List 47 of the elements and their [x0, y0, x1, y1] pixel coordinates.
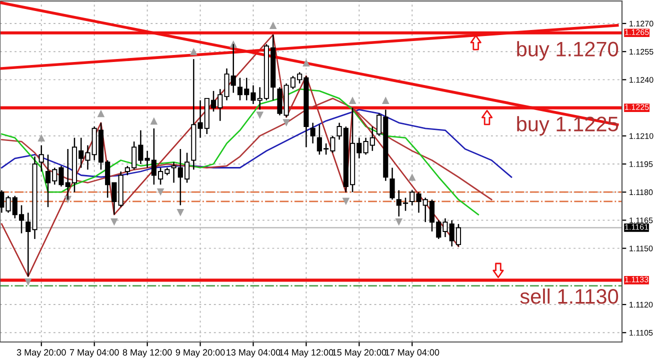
x-tick-label: 17 May 04:00 — [385, 349, 440, 358]
candlestick — [38, 144, 44, 172]
ref-line-label: 1.1161 — [625, 224, 648, 230]
point — [156, 188, 164, 196]
annotation: buy 1.1225 — [517, 116, 618, 136]
y-tick-label: 1.1150 — [630, 246, 653, 252]
y-tick-label: 1.1105 — [630, 330, 653, 336]
y-tick-label: 1.1165 — [630, 218, 653, 224]
point — [176, 209, 184, 216]
point — [342, 198, 350, 206]
point — [24, 278, 32, 286]
x-tick-label: 8 May 12:00 — [122, 349, 172, 358]
x-tick-label: 7 May 04:00 — [70, 349, 119, 358]
point — [110, 218, 118, 226]
candlestick — [310, 122, 316, 144]
point — [348, 96, 356, 104]
point — [150, 117, 158, 125]
candlestick — [390, 167, 395, 200]
point — [256, 112, 264, 119]
line-series — [0, 88, 480, 216]
point — [395, 218, 403, 226]
x-tick-label: 13 May 04:00 — [226, 349, 280, 358]
line-series — [0, 108, 512, 178]
x-tick-label: 14 May 12:00 — [280, 349, 334, 358]
x-tick-label: 3 May 20:00 — [16, 349, 66, 358]
point — [302, 59, 310, 67]
point — [408, 173, 416, 181]
ref-line-label: 1.1265 — [625, 29, 649, 36]
y-tick-label: 1.1195 — [630, 161, 653, 168]
annotation: buy 1.1270 — [517, 41, 618, 61]
x-tick-label: 15 May 20:00 — [332, 349, 386, 358]
y-tick-label: 1.1255 — [630, 48, 654, 55]
y-tick-label: 1.1120 — [630, 302, 653, 308]
x-tick-label: 9 May 20:00 — [176, 349, 225, 358]
point — [382, 96, 390, 104]
y-tick-label: 1.1180 — [630, 189, 653, 196]
annotation: sell 1.1130 — [520, 288, 618, 304]
point — [38, 134, 46, 142]
ref-line-label: 1.1225 — [625, 104, 649, 110]
ref-line-label: 1.1133 — [625, 276, 648, 282]
point — [97, 110, 105, 118]
point — [190, 48, 198, 56]
point — [269, 22, 277, 30]
y-tick-label: 1.1210 — [630, 133, 654, 139]
y-tick-label: 1.1270 — [630, 20, 654, 26]
y-tick-label: 1.1240 — [630, 76, 654, 83]
point — [282, 119, 290, 126]
